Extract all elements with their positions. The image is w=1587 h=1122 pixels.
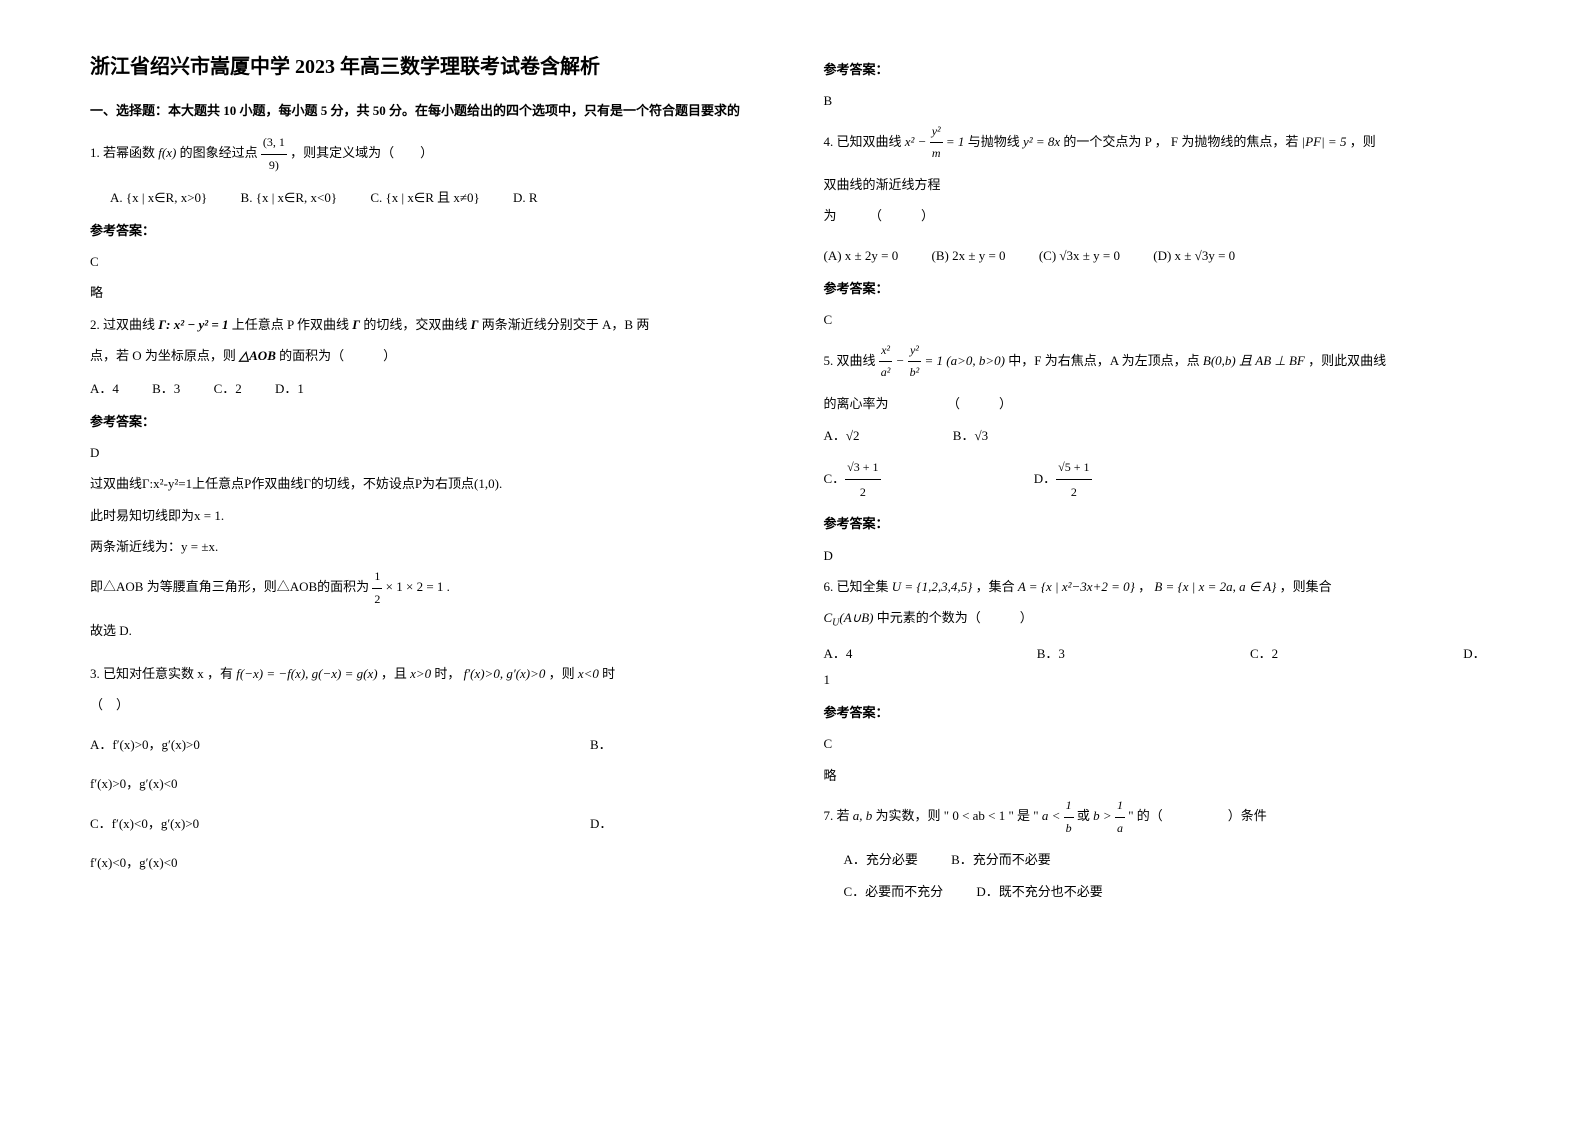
q5-stem-b: 的离心率为 （ ） bbox=[824, 392, 1498, 415]
q4-answer: C bbox=[824, 308, 1498, 331]
q4-stem: 4. 已知双曲线 x² − y²m = 1 与抛物线 y² = 8x 的一个交点… bbox=[824, 121, 1498, 165]
right-column: 参考答案： B 4. 已知双曲线 x² − y²m = 1 与抛物线 y² = … bbox=[824, 50, 1498, 911]
q2-exp1: 过双曲线Γ:x²-y²=1上任意点P作双曲线Γ的切线，不妨设点P为右顶点(1,0… bbox=[90, 472, 764, 495]
answer-label: 参考答案： bbox=[90, 219, 764, 242]
q4-stem-c: 为 （ ） bbox=[824, 204, 1498, 227]
q6-options: A．4 B．3 C．2 D．1 bbox=[824, 641, 1498, 693]
q2-stem-b: 点，若 O 为坐标原点，则 △AOB 的面积为（ ） bbox=[90, 344, 764, 367]
answer-label: 参考答案： bbox=[824, 701, 1498, 724]
q5-answer: D bbox=[824, 544, 1498, 567]
q2-options: A．4 B．3 C．2 D．1 bbox=[90, 376, 764, 402]
q2-exp5: 故选 D. bbox=[90, 619, 764, 642]
answer-label: 参考答案： bbox=[824, 58, 1498, 81]
q5-options-ab: A．√2 B．√3 bbox=[824, 423, 1498, 449]
q3-answer: B bbox=[824, 89, 1498, 112]
q2-stem: 2. 过双曲线 Γ: x² − y² = 1 上任意点 P 作双曲线 Γ 的切线… bbox=[90, 313, 764, 336]
q7-options-cd: C．必要而不充分 D．既不充分也不必要 bbox=[844, 879, 1498, 905]
q2-exp2: 此时易知切线即为x = 1. bbox=[90, 504, 764, 527]
q2-exp4: 即△AOB 为等腰直角三角形，则△AOB的面积为 12 × 1 × 2 = 1 … bbox=[90, 566, 764, 610]
q3-paren: （ ） bbox=[90, 693, 764, 716]
q1-stem: 1. 若幂函数 f(x) 的图象经过点 (3, 19) ，则其定义域为（ ） bbox=[90, 132, 764, 176]
q2-answer: D bbox=[90, 441, 764, 464]
q1-exp: 略 bbox=[90, 281, 764, 304]
q6-answer: C bbox=[824, 732, 1498, 755]
q3-opts-row1: A．f′(x)>0，g′(x)>0 B． bbox=[90, 725, 764, 764]
q3-opts-row2: C．f′(x)<0，g′(x)>0 D． bbox=[90, 804, 764, 843]
q1-options: A. {x | x∈R, x>0} B. {x | x∈R, x<0} C. {… bbox=[110, 185, 764, 211]
q7-stem: 7. 若 a, b 为实数，则 " 0 < ab < 1 " 是 " a < 1… bbox=[824, 795, 1498, 839]
q6-stem: 6. 已知全集 U = {1,2,3,4,5} ，集合 A = {x | x²−… bbox=[824, 575, 1498, 598]
section-heading: 一、选择题：本大题共 10 小题，每小题 5 分，共 50 分。在每小题给出的四… bbox=[90, 99, 764, 122]
q5-stem: 5. 双曲线 x²a² − y²b² = 1 (a>0, b>0) 中，F 为右… bbox=[824, 340, 1498, 384]
answer-label: 参考答案： bbox=[90, 410, 764, 433]
answer-label: 参考答案： bbox=[824, 277, 1498, 300]
q6-stem-b: CU(A∪B) 中元素的个数为（ ） bbox=[824, 606, 1498, 633]
q2-exp3: 两条渐近线为：y = ±x. bbox=[90, 535, 764, 558]
page-title: 浙江省绍兴市嵩厦中学 2023 年高三数学理联考试卷含解析 bbox=[90, 50, 764, 79]
q4-options: (A) x ± 2y = 0 (B) 2x ± y = 0 (C) √3x ± … bbox=[824, 243, 1498, 269]
answer-label: 参考答案： bbox=[824, 512, 1498, 535]
q7-options-ab: A．充分必要 B．充分而不必要 bbox=[844, 847, 1498, 873]
q4-stem-b: 双曲线的渐近线方程 bbox=[824, 173, 1498, 196]
q5-options-cd: C．√3 + 12 D．√5 + 12 bbox=[824, 455, 1498, 504]
q6-exp: 略 bbox=[824, 764, 1498, 787]
q1-answer: C bbox=[90, 250, 764, 273]
q3-stem: 3. 已知对任意实数 x ，有 f(−x) = −f(x), g(−x) = g… bbox=[90, 662, 764, 685]
left-column: 浙江省绍兴市嵩厦中学 2023 年高三数学理联考试卷含解析 一、选择题：本大题共… bbox=[90, 50, 764, 911]
